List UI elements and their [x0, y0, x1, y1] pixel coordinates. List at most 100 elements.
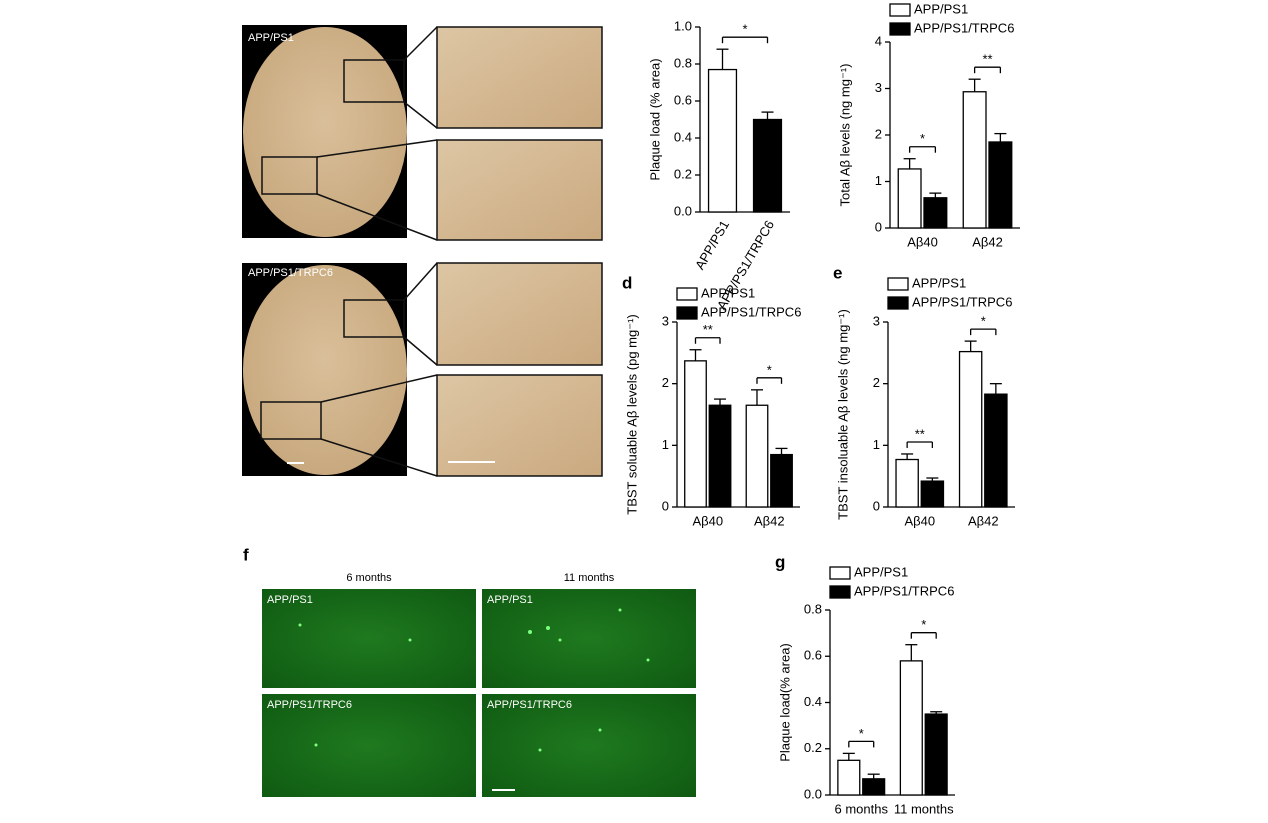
bar [684, 360, 707, 508]
x-tick-label: 11 months [894, 801, 954, 816]
x-tick-label: Aβ42 [968, 513, 999, 528]
legend-swatch [889, 22, 911, 36]
x-tick-label: Aβ40 [904, 513, 935, 528]
image-label: APP/PS1/TRPC6 [487, 699, 572, 711]
legend-swatch [676, 306, 698, 320]
y-tick-label: 0 [662, 498, 669, 513]
bar [707, 68, 738, 213]
zoom-lines [316, 26, 438, 477]
image-label: APP/PS1 [248, 32, 294, 44]
bar [958, 350, 983, 508]
x-tick-label: Aβ42 [972, 234, 1003, 249]
legend-swatch [676, 287, 698, 301]
x-tick-label: Aβ42 [754, 513, 785, 528]
bar [988, 141, 1013, 229]
significance-label: ** [915, 426, 925, 441]
image-label: APP/PS1/TRPC6 [248, 267, 333, 279]
plaque-dots [298, 608, 650, 752]
legend-label: APP/PS1 [701, 285, 755, 300]
y-tick-label: 2 [662, 375, 669, 390]
y-tick-label: 4 [875, 33, 882, 48]
y-axis-label: Total Aβ levels (ng mg⁻¹) [837, 64, 852, 207]
y-tick-label: 0.2 [804, 740, 822, 755]
y-tick-label: 0.4 [674, 129, 692, 144]
fluorescence-image [262, 589, 476, 688]
panel-letter: e [833, 263, 842, 282]
legend-label: APP/PS1/TRPC6 [912, 294, 1012, 309]
brain-slice [243, 27, 407, 237]
zoom-image [436, 26, 603, 129]
fluorescence-image [482, 589, 696, 688]
legend-label: APP/PS1/TRPC6 [914, 20, 1014, 35]
inset-box [343, 299, 405, 338]
x-tick-label: Aβ40 [907, 234, 938, 249]
bar [708, 404, 732, 508]
panel-letter: g [775, 552, 785, 571]
y-tick-label: 0 [873, 498, 880, 513]
y-tick-label: 0.8 [804, 601, 822, 616]
significance-label: * [859, 726, 864, 741]
x-tick-label: APP/PS1 [692, 218, 732, 272]
column-label: 6 months [346, 572, 392, 584]
bar [923, 197, 948, 229]
legend-label: APP/PS1 [914, 1, 968, 16]
inset-box [260, 401, 322, 440]
bar [899, 660, 923, 796]
inset-box [343, 59, 405, 103]
x-tick-label: Aβ40 [692, 513, 723, 528]
significance-label: * [742, 22, 747, 37]
significance-label: * [920, 131, 925, 146]
y-tick-label: 0 [875, 219, 882, 234]
y-tick-label: 3 [662, 313, 669, 328]
panel-letter: d [622, 273, 632, 292]
y-tick-label: 0.0 [674, 203, 692, 218]
y-tick-label: 1.0 [674, 18, 692, 33]
bar [924, 713, 948, 796]
zoom-image [436, 374, 603, 477]
y-tick-label: 2 [875, 126, 882, 141]
bar [897, 168, 922, 229]
y-axis-label: Plaque load (% area) [647, 58, 662, 180]
significance-label: * [981, 314, 986, 329]
bar [920, 480, 945, 508]
bar [745, 404, 769, 508]
panel-a: APP/PS1 APP/PS1/TRPC6 [242, 25, 603, 477]
y-tick-label: 0.6 [674, 92, 692, 107]
x-tick-label: 6 months [835, 801, 889, 816]
legend-label: APP/PS1 [854, 564, 908, 579]
bar [770, 453, 793, 508]
legend-label: APP/PS1/TRPC6 [854, 583, 954, 598]
y-axis-label: TBST insoluable Aβ levels (ng mg⁻¹) [835, 309, 850, 520]
bar [862, 778, 886, 796]
column-label: 11 months [564, 572, 615, 584]
bar [962, 91, 987, 229]
panel-letter: f [243, 545, 249, 564]
significance-label: ** [982, 52, 992, 67]
legend-swatch [829, 566, 851, 580]
image-label: APP/PS1 [267, 594, 313, 606]
zoom-image [436, 262, 603, 366]
y-tick-label: 3 [875, 80, 882, 95]
bar [837, 759, 861, 796]
y-tick-label: 1 [873, 437, 880, 452]
bar [984, 393, 1008, 508]
zoom-image [436, 139, 603, 241]
image-label: APP/PS1/TRPC6 [267, 699, 352, 711]
legend-swatch [887, 296, 909, 310]
y-tick-label: 0.2 [674, 166, 692, 181]
significance-label: ** [703, 322, 713, 337]
legend-label: APP/PS1 [912, 275, 966, 290]
bar [752, 118, 783, 213]
y-tick-label: 0.6 [804, 648, 822, 663]
brain-slice [243, 265, 407, 475]
significance-label: * [767, 362, 772, 377]
fluorescence-image [262, 694, 476, 797]
bar [895, 458, 919, 508]
inset-box [261, 156, 318, 195]
y-tick-label: 2 [873, 375, 880, 390]
fluorescence-image [482, 694, 696, 797]
legend-label: APP/PS1/TRPC6 [701, 304, 801, 319]
image-label: APP/PS1 [487, 594, 533, 606]
y-tick-label: 0.0 [804, 786, 822, 801]
